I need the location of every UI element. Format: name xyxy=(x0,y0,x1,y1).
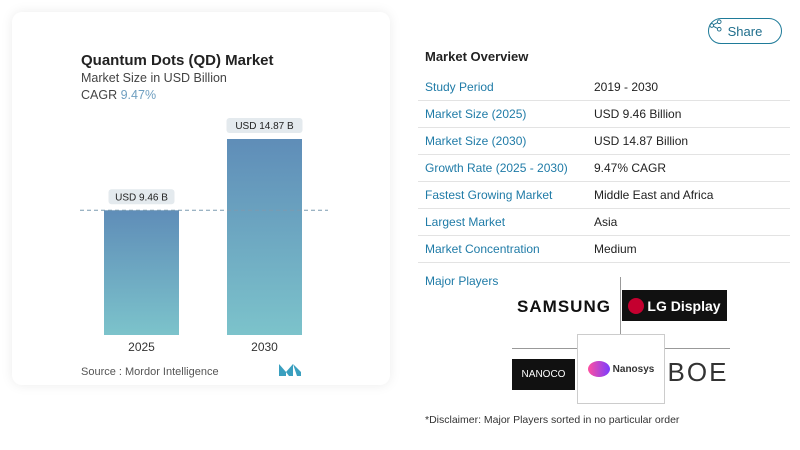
lg-display-logo: LG Display xyxy=(622,290,727,321)
overview-row: Market Size (2025) USD 9.46 Billion xyxy=(418,101,790,128)
major-players-label: Major Players xyxy=(425,274,499,288)
data-label: USD 14.87 B xyxy=(235,121,294,132)
data-label-bg xyxy=(108,189,175,205)
disclaimer: *Disclaimer: Major Players sorted in no … xyxy=(425,414,680,426)
nanosys-logo: Nanosys xyxy=(577,334,665,404)
overview-row: Market Concentration Medium xyxy=(418,236,790,263)
share-label: Share xyxy=(727,23,763,39)
row-label: Study Period xyxy=(425,80,494,94)
row-value: Middle East and Africa xyxy=(594,188,714,202)
source: Source : Mordor Intelligence xyxy=(81,366,219,378)
overview-row: Market Size (2030) USD 14.87 Billion xyxy=(418,128,790,155)
chart-title: Quantum Dots (QD) Market xyxy=(81,52,274,69)
row-value: USD 14.87 Billion xyxy=(594,134,689,148)
divider xyxy=(620,277,621,337)
cagr-value: 9.47% xyxy=(120,88,157,102)
bar-2025 xyxy=(104,210,179,335)
row-label: Largest Market xyxy=(425,215,506,229)
bar-2030 xyxy=(227,139,302,335)
cagr-label: CAGR xyxy=(81,88,118,102)
row-value: 2019 - 2030 xyxy=(594,80,659,94)
nanosys-text: Nanosys xyxy=(612,363,655,375)
samsung-logo: SAMSUNG xyxy=(517,297,611,316)
row-label: Market Size (2025) xyxy=(425,107,527,121)
x-tick-label: 2030 xyxy=(251,340,278,354)
x-tick-label: 2025 xyxy=(128,340,155,354)
row-label: Fastest Growing Market xyxy=(425,188,553,202)
mordor-logo-icon xyxy=(279,364,301,376)
row-value: USD 9.46 Billion xyxy=(594,107,682,121)
bar-chart: USD 9.46 B 2025 USD 14.87 B 2030 xyxy=(80,118,328,354)
cagr: CAGR 9.47% xyxy=(81,88,156,102)
nanoco-logo: NANOCO xyxy=(512,359,575,390)
data-label: USD 9.46 B xyxy=(115,192,168,203)
overview-row: Growth Rate (2025 - 2030) 9.47% CAGR xyxy=(418,155,790,182)
row-label: Market Concentration xyxy=(425,242,540,256)
chart-subtitle: Market Size in USD Billion xyxy=(81,71,227,85)
chart-card xyxy=(12,12,390,385)
row-value: 9.47% CAGR xyxy=(594,161,667,175)
overview-row: Study Period 2019 - 2030 xyxy=(418,74,790,101)
overview-row: Largest Market Asia xyxy=(418,209,790,236)
overview-title: Market Overview xyxy=(425,49,529,64)
row-value: Medium xyxy=(594,242,637,256)
data-label-bg xyxy=(226,118,303,133)
overview-row: Fastest Growing Market Middle East and Af… xyxy=(418,182,790,209)
lg-display-text: LG Display xyxy=(647,297,721,314)
share-icon xyxy=(709,19,722,32)
row-label: Growth Rate (2025 - 2030) xyxy=(425,161,568,175)
share-button[interactable]: Share xyxy=(708,18,782,44)
row-label: Market Size (2030) xyxy=(425,134,527,148)
row-value: Asia xyxy=(594,215,618,229)
boe-logo: BOE xyxy=(667,356,729,387)
